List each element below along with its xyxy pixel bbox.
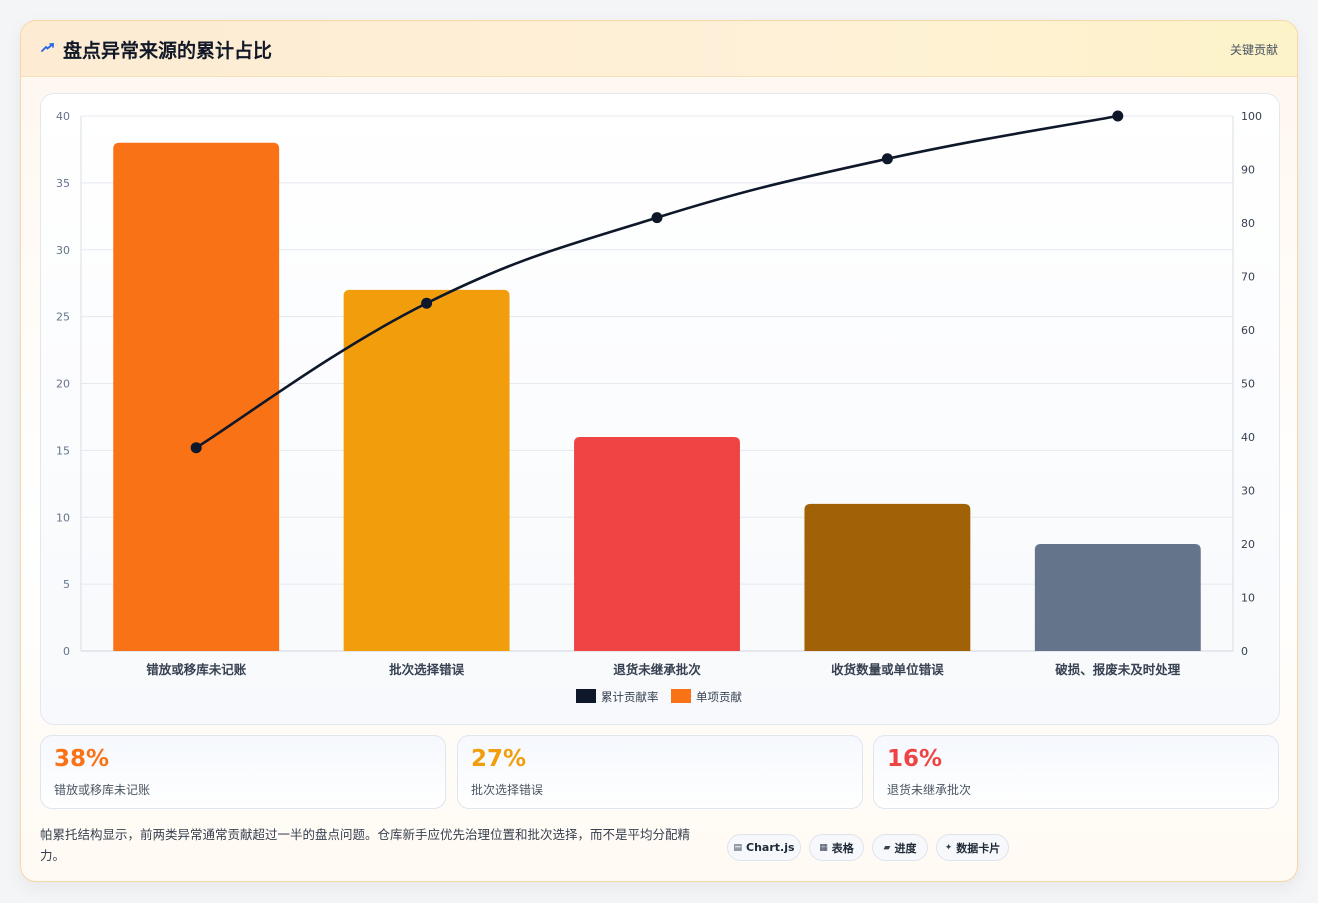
bar xyxy=(343,289,510,651)
bar xyxy=(804,503,971,651)
chart-icon: ▤ xyxy=(733,842,742,853)
cumulative-point xyxy=(651,212,663,224)
kpi-value: 16% xyxy=(887,746,943,772)
y-right-tick-label: 20 xyxy=(1241,538,1255,551)
card-header: 盘点异常来源的累计占比 关键贡献 xyxy=(21,21,1297,77)
chart-panel: 0 5 10 15 20 25 30 35 40 0 10 20 30 40 50 60 70 80 90 100 错放… xyxy=(40,93,1280,725)
kpi-label: 退货未继承批次 xyxy=(887,783,972,797)
y-right-tick-label: 40 xyxy=(1241,431,1255,444)
y-right-tick-label: 0 xyxy=(1241,645,1248,658)
y-left-tick-label: 25 xyxy=(56,311,70,324)
cumulative-point xyxy=(421,297,433,309)
y-right-tick-label: 80 xyxy=(1241,217,1255,230)
x-tick-label: 收货数量或单位错误 xyxy=(831,662,944,677)
data-card-chip[interactable]: ✦ 数据卡片 xyxy=(936,834,1009,861)
y-left-tick-label: 40 xyxy=(56,110,70,123)
chartjs-chip[interactable]: ▤ Chart.js xyxy=(727,834,801,861)
legend-swatch xyxy=(671,689,691,703)
kpi-card-2: 27% 批次选择错误 xyxy=(457,735,863,809)
kpi-card-3: 16% 退货未继承批次 xyxy=(873,735,1279,809)
summary-text: 帕累托结构显示，前两类异常通常贡献超过一半的盘点问题。仓库新手应优先治理位置和批… xyxy=(40,827,691,863)
kpi-value: 27% xyxy=(471,746,527,772)
y-left-tick-label: 5 xyxy=(63,578,70,591)
y-left-tick-label: 0 xyxy=(63,645,70,658)
x-tick-label: 错放或移库未记账 xyxy=(146,662,247,677)
progress-chip[interactable]: ▰ 进度 xyxy=(872,834,928,861)
progress-icon: ▰ xyxy=(883,842,891,853)
kpi-label: 错放或移库未记账 xyxy=(54,783,151,797)
y-left-tick-label: 15 xyxy=(56,444,70,457)
kpi-value: 38% xyxy=(54,746,110,772)
legend-label: 单项贡献 xyxy=(696,690,742,704)
y-right-tick-label: 90 xyxy=(1241,164,1255,177)
y-left-tick-label: 35 xyxy=(56,177,70,190)
y-right-tick-label: 60 xyxy=(1241,324,1255,337)
cumulative-point xyxy=(190,442,202,454)
legend-swatch xyxy=(576,689,596,703)
bar xyxy=(574,437,740,651)
legend-label: 累计贡献率 xyxy=(601,690,659,704)
chip-label: 进度 xyxy=(894,841,917,855)
y-left-tick-label: 10 xyxy=(56,511,70,524)
page-title: 盘点异常来源的累计占比 xyxy=(63,40,273,62)
chip-label: 数据卡片 xyxy=(956,841,1001,855)
bar xyxy=(1034,544,1201,651)
cumulative-point xyxy=(881,153,893,165)
pareto-chart: 0 5 10 15 20 25 30 35 40 0 10 20 30 40 50 60 70 80 90 100 错放… xyxy=(56,110,1262,704)
cumulative-line xyxy=(195,114,1119,449)
table-icon: ▦ xyxy=(819,842,828,853)
kpi-label: 批次选择错误 xyxy=(471,783,544,797)
lightning-icon xyxy=(41,43,54,52)
y-right-tick-label: 100 xyxy=(1241,110,1262,123)
x-tick-label: 退货未继承批次 xyxy=(613,662,701,677)
bar xyxy=(113,142,280,651)
sparkle-icon: ✦ xyxy=(944,842,953,853)
x-tick-label: 批次选择错误 xyxy=(389,662,465,677)
y-right-tick-label: 70 xyxy=(1241,271,1255,284)
x-tick-label: 破损、报废未及时处理 xyxy=(1055,662,1181,677)
chip-label: 表格 xyxy=(831,841,854,855)
chip-label: Chart.js xyxy=(746,841,795,854)
chart-card: 盘点异常来源的累计占比 关键贡献 0 5 10 15 20 25 30 35 40 0 10 20 30… xyxy=(20,20,1298,882)
key-contribution-badge: 关键贡献 xyxy=(1229,43,1278,57)
y-right-tick-label: 30 xyxy=(1241,485,1255,498)
y-left-tick-label: 20 xyxy=(56,378,70,391)
cumulative-point xyxy=(1112,110,1124,122)
y-right-tick-label: 50 xyxy=(1241,378,1255,391)
kpi-card-1: 38% 错放或移库未记账 xyxy=(40,735,446,809)
table-chip[interactable]: ▦ 表格 xyxy=(809,834,864,861)
y-left-tick-label: 30 xyxy=(56,244,70,257)
y-right-tick-label: 10 xyxy=(1241,592,1255,605)
